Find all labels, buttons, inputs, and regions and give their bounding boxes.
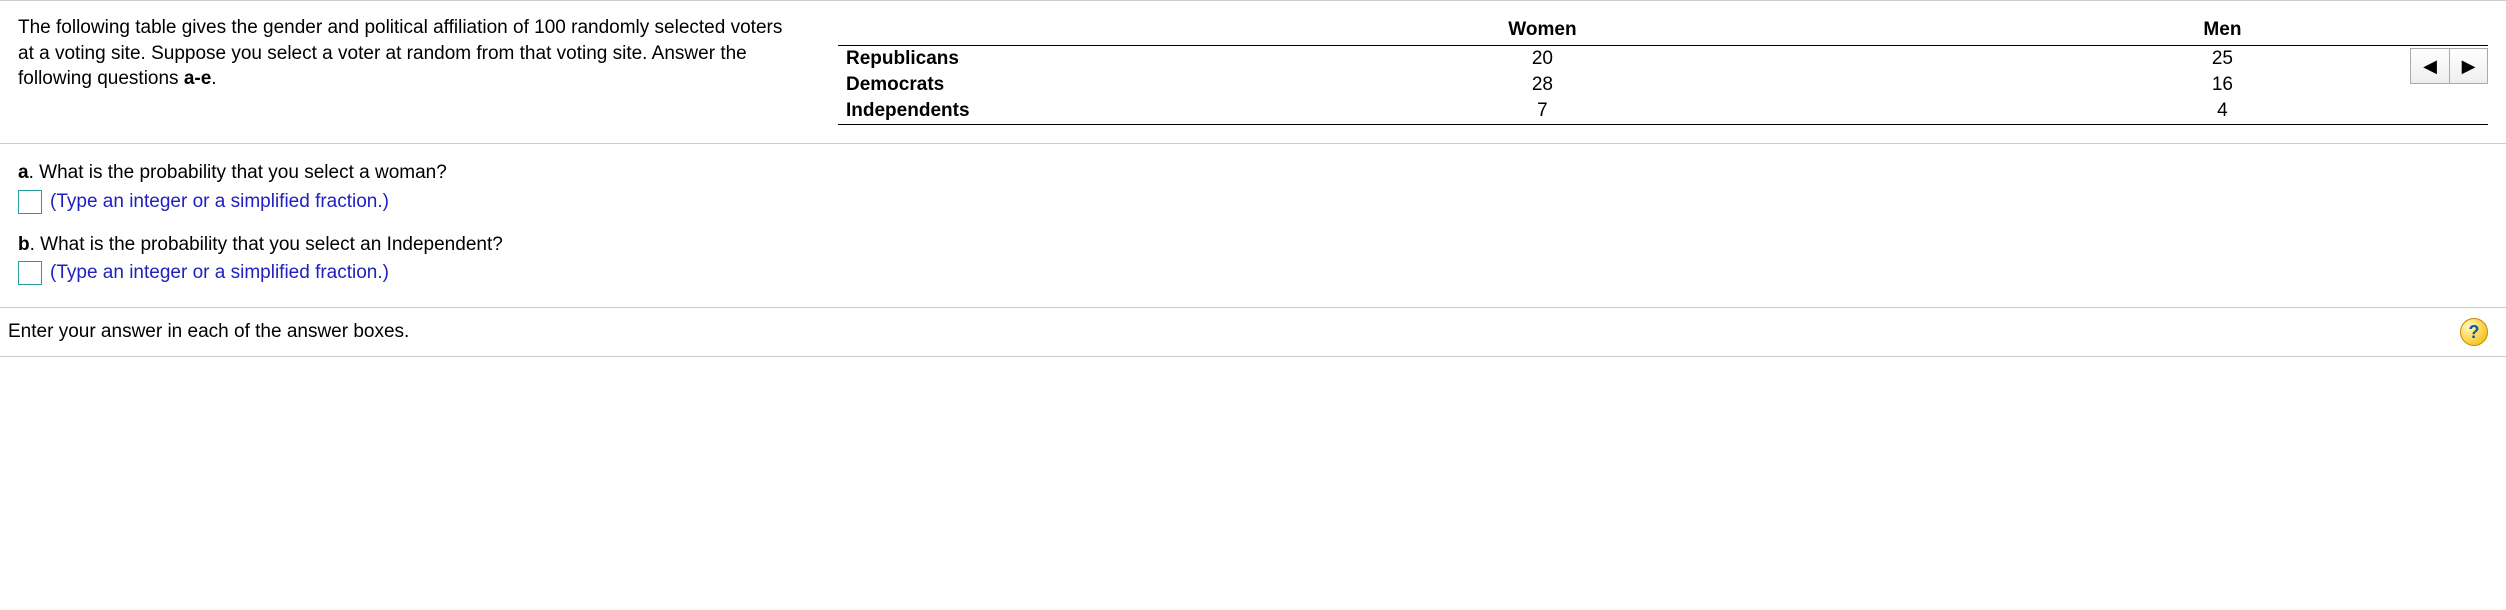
- questions-section: a. What is the probability that you sele…: [0, 144, 2506, 307]
- question-b-text: . What is the probability that you selec…: [30, 234, 503, 255]
- table-row: Independents 7 4: [838, 98, 2488, 125]
- answer-row-a: (Type an integer or a simplified fractio…: [18, 190, 2488, 214]
- answer-input-b[interactable]: [18, 261, 42, 285]
- table-row: Democrats 28 16: [838, 72, 2488, 98]
- prompt-period: .: [211, 68, 216, 89]
- col-header-men: Men: [1957, 15, 2488, 46]
- prompt-text: The following table gives the gender and…: [18, 15, 798, 125]
- footer-band: Enter your answer in each of the answer …: [0, 307, 2506, 357]
- question-b-label: b: [18, 234, 30, 255]
- prompt-intro: The following table gives the gender and…: [18, 17, 782, 89]
- question-b-line: b. What is the probability that you sele…: [18, 232, 2488, 258]
- cell-women: 7: [1128, 98, 1957, 125]
- answer-row-b: (Type an integer or a simplified fractio…: [18, 261, 2488, 285]
- table-header-row: Women Men: [838, 15, 2488, 46]
- top-section: The following table gives the gender and…: [0, 1, 2506, 144]
- cell-women: 28: [1128, 72, 1957, 98]
- cell-men: 25: [1957, 46, 2488, 73]
- question-a-line: a. What is the probability that you sele…: [18, 160, 2488, 186]
- answer-input-a[interactable]: [18, 190, 42, 214]
- row-label: Democrats: [838, 72, 1128, 98]
- question-a-text: . What is the probability that you selec…: [29, 162, 447, 183]
- nav-box: ◀ ▶: [2410, 48, 2488, 84]
- answer-hint-b: (Type an integer or a simplified fractio…: [50, 262, 389, 284]
- data-table-wrap: Women Men Republicans 20 25 Democrats 28…: [838, 15, 2488, 125]
- cell-men: 16: [1957, 72, 2488, 98]
- answer-hint-a: (Type an integer or a simplified fractio…: [50, 191, 389, 213]
- question-container: The following table gives the gender and…: [0, 0, 2506, 357]
- row-label: Republicans: [838, 46, 1128, 73]
- question-a: a. What is the probability that you sele…: [18, 160, 2488, 214]
- row-label: Independents: [838, 98, 1128, 125]
- question-b: b. What is the probability that you sele…: [18, 232, 2488, 286]
- chevron-right-icon: ▶: [2462, 56, 2476, 77]
- chevron-left-icon: ◀: [2423, 56, 2437, 77]
- data-table: Women Men Republicans 20 25 Democrats 28…: [838, 15, 2488, 125]
- question-a-label: a: [18, 162, 29, 183]
- prev-button[interactable]: ◀: [2411, 49, 2449, 83]
- table-row: Republicans 20 25: [838, 46, 2488, 73]
- prompt-range: a-e: [184, 68, 211, 89]
- cell-men: 4: [1957, 98, 2488, 125]
- help-icon: ?: [2469, 322, 2480, 343]
- help-button[interactable]: ?: [2460, 318, 2488, 346]
- footer-instruction: Enter your answer in each of the answer …: [8, 321, 409, 343]
- table-header-blank: [838, 15, 1128, 46]
- col-header-women: Women: [1128, 15, 1957, 46]
- cell-women: 20: [1128, 46, 1957, 73]
- next-button[interactable]: ▶: [2449, 49, 2487, 83]
